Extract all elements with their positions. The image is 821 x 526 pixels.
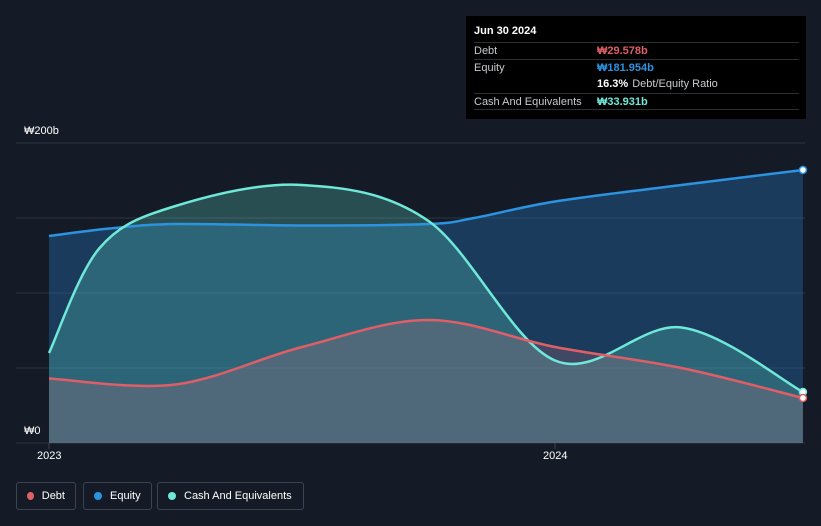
equity-area [49,170,803,443]
equity-dot-icon [94,492,102,500]
equity-end-marker [798,165,808,175]
tooltip-equity-row: Equity ₩181.954b [474,59,799,76]
tooltip-cash-row: Cash And Equivalents ₩33.931b [474,93,799,110]
tooltip-equity-label: Equity [474,62,505,74]
debt-line [48,318,804,400]
tooltip-debt-value: ₩29.578b [597,45,648,57]
tooltip-date: Jun 30 2024 [474,25,537,37]
tooltip-ratio-spacer [474,76,597,93]
data-tooltip: Jun 30 2024 Debt ₩29.578b Equity ₩181.95… [466,16,806,119]
equity-line [48,168,804,238]
cash-area [49,184,803,443]
debt-area [49,320,803,443]
tooltip-equity-value: ₩181.954b [597,62,654,74]
legend-cash-label: Cash And Equivalents [184,490,292,502]
legend-debt-label: Debt [41,490,65,502]
cash-line [47,183,804,394]
y-axis-max-label: ₩200b [24,125,59,137]
tooltip-ratio-label: Debt/Equity Ratio [632,78,718,90]
x-axis-label-2023: 2023 [37,450,62,462]
debt-dot-icon [27,492,34,500]
legend-item-cash[interactable]: Cash And Equivalents [157,482,304,510]
tooltip-debt-label: Debt [474,45,498,57]
tooltip-cash-value: ₩33.931b [597,96,648,108]
tooltip-cash-label: Cash And Equivalents [474,96,582,108]
debt-end-marker [798,393,808,403]
cash-dot-icon [168,492,176,500]
x-axis-label-2024: 2024 [543,450,568,462]
tooltip-debt-row: Debt ₩29.578b [474,42,799,59]
legend-equity-label: Equity [110,490,141,502]
y-axis-min-label: ₩0 [24,425,41,437]
tooltip-ratio-row: 16.3% Debt/Equity Ratio [474,76,799,93]
tooltip-ratio-value: 16.3% [597,78,629,90]
legend-item-debt[interactable]: Debt [16,482,76,510]
legend-item-equity[interactable]: Equity [83,482,152,510]
